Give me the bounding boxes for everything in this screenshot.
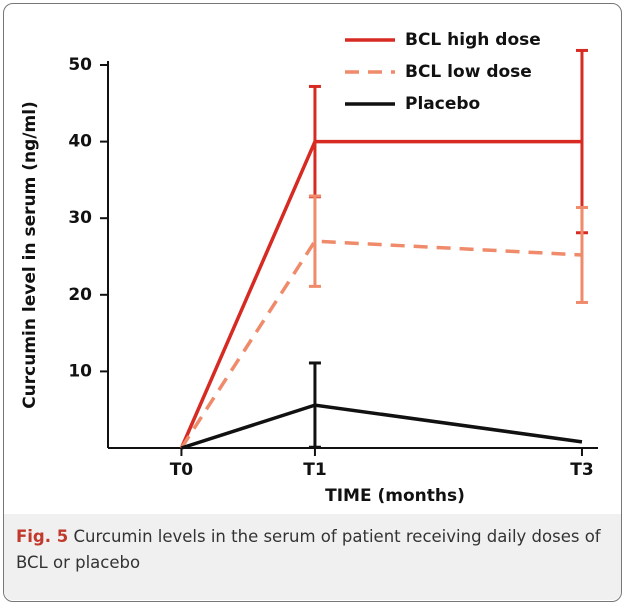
y-tick-label: 10 [68,361,92,381]
error-bar [308,194,321,288]
data-line [179,139,582,449]
x-tick-label: T1 [303,460,326,480]
frame [3,3,622,602]
caption: Fig. 5 Curcumin levels in the serum of p… [4,514,621,600]
x-axis-title: TIME (months) [325,486,465,506]
data-line [180,403,583,450]
caption-label: Fig. 5 [16,527,69,546]
legend-label: Placebo [405,94,480,114]
y-tick-label: 20 [68,285,92,305]
x-tick-label: T3 [570,460,593,480]
caption-text: Curcumin levels in the serum of patient … [16,527,601,572]
chart: Curcumin level in serum (ng/ml) TIME (mo… [20,30,598,506]
x-tick-label: T0 [170,460,194,480]
data-line [179,239,583,449]
y-axis-title: Curcumin level in serum (ng/ml) [20,101,40,409]
legend-label: BCL low dose [405,62,532,82]
y-tick-label: 50 [68,55,92,75]
legend-label: BCL high dose [405,30,541,50]
y-tick-label: 40 [68,132,92,152]
y-tick-label: 30 [68,208,92,228]
